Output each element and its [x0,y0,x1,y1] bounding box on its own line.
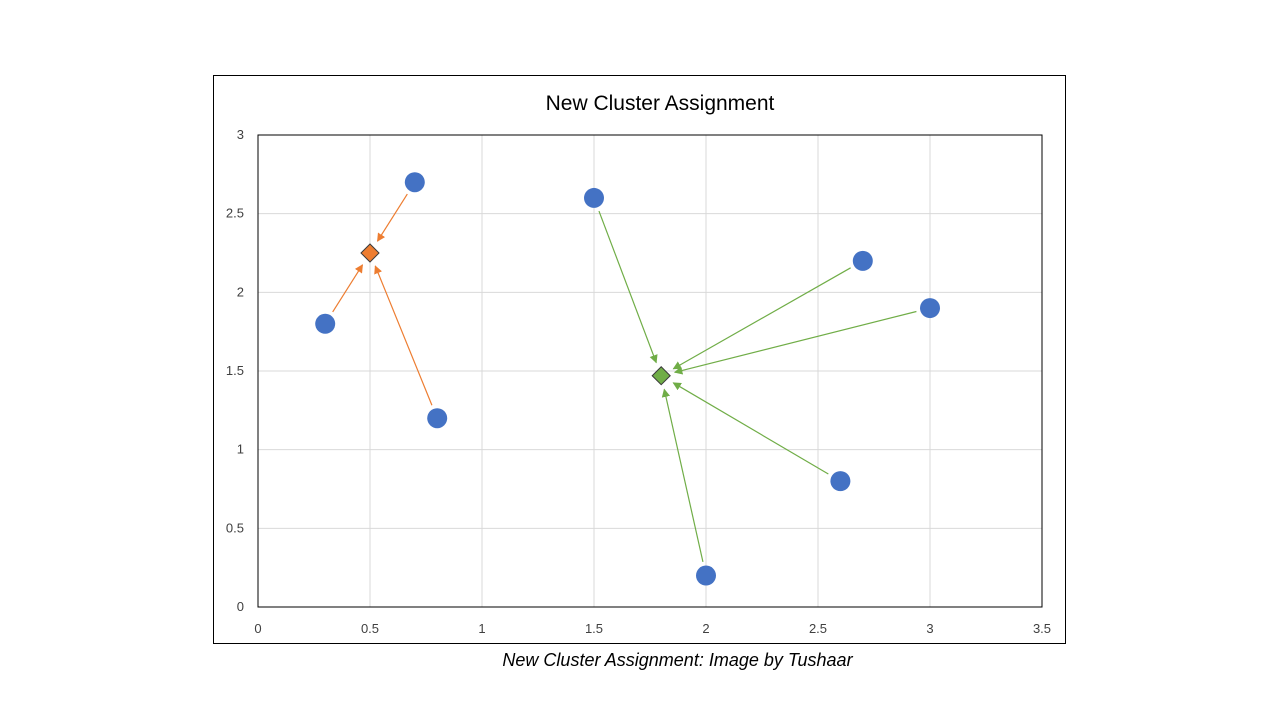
centroid-marker [651,366,671,386]
y-tick-label: 2.5 [226,206,244,221]
x-tick-label: 3 [926,621,933,636]
x-tick-label: 2.5 [809,621,827,636]
chart-frame: New Cluster Assignment 0 0.5 1 1.5 2 2.5 3 3.5 0 0… [213,75,1066,644]
data-point [427,408,448,429]
y-tick-label: 3 [237,127,244,142]
scatter-chart: New Cluster Assignment 0 0.5 1 1.5 2 2.5 3 3.5 0 0… [226,92,1051,636]
data-point [315,313,336,334]
assignment-arrow [672,267,851,370]
data-point [696,565,716,586]
x-tick-label: 3.5 [1033,621,1051,636]
data-point [920,298,940,319]
y-tick-label: 1 [237,442,244,457]
assignment-arrow [376,193,408,242]
y-tick-label: 0 [237,599,244,614]
x-tick-label: 1 [478,621,485,636]
figure-caption: New Cluster Assignment: Image by Tushaar [502,650,853,670]
assignment-arrow [332,264,364,313]
y-tick-label: 1.5 [226,363,244,378]
data-point [404,172,425,193]
data-point [830,471,851,492]
assignment-arrow [673,310,917,375]
x-tick-label: 0 [254,621,261,636]
centroid-marker [360,243,380,263]
plot-area-border [257,134,1043,608]
assignment-arrow [374,265,433,406]
assignment-arrow [672,382,829,475]
chart-title: New Cluster Assignment [546,92,775,115]
x-tick-label: 2 [702,621,709,636]
data-point [584,187,604,208]
x-tick-label: 0.5 [361,621,379,636]
assignment-arrow [598,210,658,364]
y-tick-label: 2 [237,284,244,299]
y-tick-label: 0.5 [226,520,244,535]
data-point [852,250,873,271]
x-tick-label: 1.5 [585,621,603,636]
assignment-arrow [661,388,704,563]
